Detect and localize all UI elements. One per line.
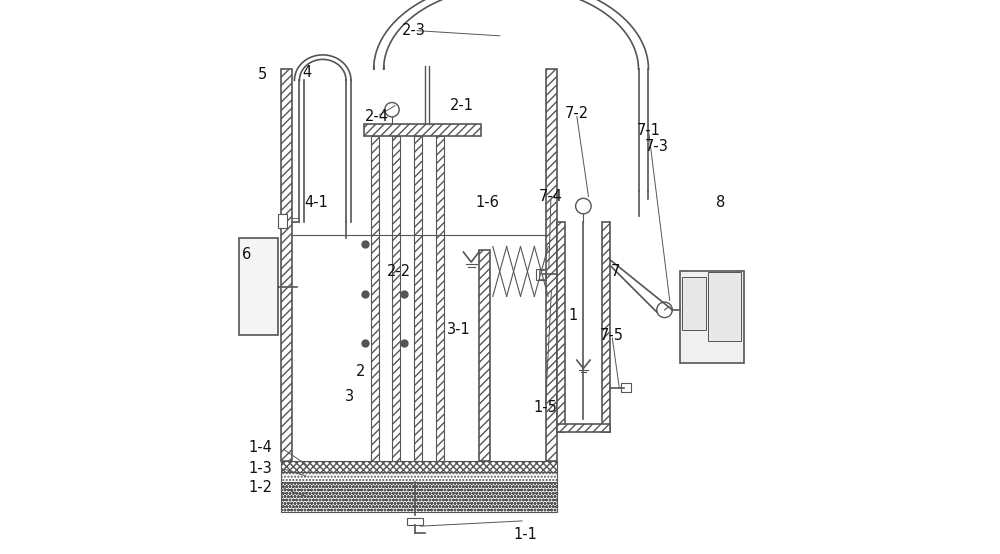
Text: 1-2: 1-2 [249,480,273,495]
Bar [414,136,422,461]
Bar [281,482,557,512]
Bar [621,383,631,392]
Bar [239,238,278,335]
Text: 1-3: 1-3 [249,460,273,476]
Bar [557,222,565,432]
Text: 2-1: 2-1 [450,98,474,113]
Bar [539,270,545,279]
Text: 2-3: 2-3 [402,23,426,38]
Text: 4-1: 4-1 [304,194,328,210]
Bar [546,69,557,461]
Text: 1: 1 [569,308,578,324]
Text: 6: 6 [242,247,251,263]
Bar [364,124,481,136]
Bar [392,136,400,461]
Bar [682,276,706,330]
Text: 7-3: 7-3 [644,139,668,155]
Bar [536,269,546,280]
Bar [680,271,744,363]
Bar [281,461,557,472]
Text: 2-2: 2-2 [387,264,411,279]
Text: 5: 5 [258,67,268,83]
Text: 7: 7 [611,264,620,279]
Bar [479,250,490,461]
Text: 8: 8 [716,194,725,210]
Bar [436,136,444,461]
Text: 7-5: 7-5 [600,327,624,343]
Text: 2: 2 [356,363,365,379]
Bar [407,518,423,525]
Text: 2-4: 2-4 [365,109,389,124]
Bar [557,424,610,432]
Bar [602,222,610,432]
Text: 1-1: 1-1 [513,527,537,542]
Bar [281,472,557,482]
Text: 1-4: 1-4 [249,440,273,455]
Text: 1-6: 1-6 [476,194,500,210]
Bar [371,136,379,461]
Text: 7-2: 7-2 [564,106,589,121]
Text: 3: 3 [345,388,354,404]
Text: 1-5: 1-5 [533,399,557,415]
Text: 7-1: 7-1 [636,122,660,138]
Bar [708,272,741,341]
Bar [278,214,287,228]
Text: 4: 4 [303,64,312,80]
Text: 3-1: 3-1 [447,322,470,337]
Text: 7-4: 7-4 [539,189,563,204]
Bar [281,69,292,461]
